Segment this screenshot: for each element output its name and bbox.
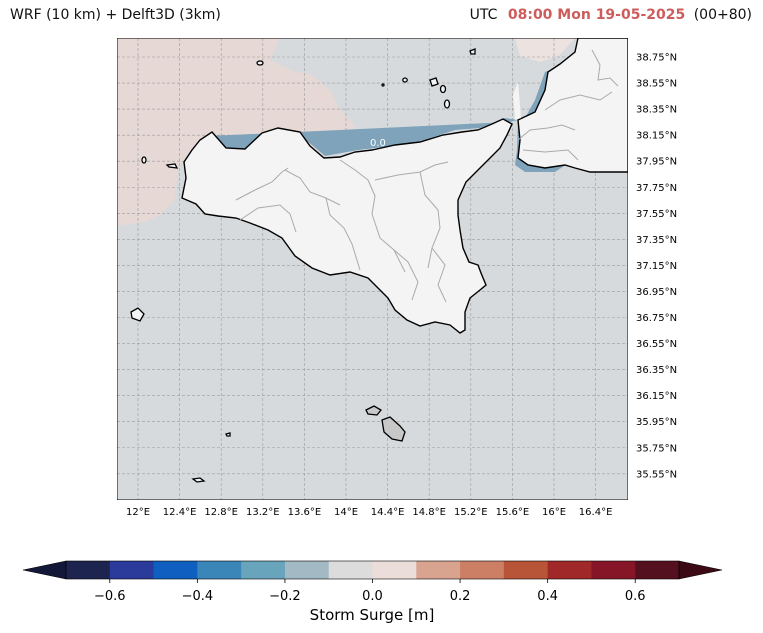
valid-time: 08:00 Mon 19-05-2025 xyxy=(507,7,686,23)
region-boundaries xyxy=(235,49,619,303)
colorbar-tick-labels: −0.6 −0.4 −0.2 0.0 0.2 0.4 0.6 xyxy=(94,589,646,604)
island-salina xyxy=(429,77,439,87)
lon-tick-label: 14.4°E xyxy=(371,507,405,518)
lon-tick-label: 16°E xyxy=(542,507,566,518)
colorbar-segments xyxy=(66,561,680,579)
colorbar-segment xyxy=(109,561,155,579)
lat-tick-label: 37.15°N xyxy=(636,261,677,272)
colorbar: −0.6 −0.4 −0.2 0.0 0.2 0.4 0.6 Storm Surge [m] xyxy=(22,560,723,624)
lat-tick-label: 36.35°N xyxy=(636,365,677,376)
colorbar-segment xyxy=(591,561,636,579)
lat-tick-label: 38.75°N xyxy=(636,53,677,64)
positive-surge-area xyxy=(117,38,355,226)
lon-tick-labels: 12°E 12.4°E 12.8°E 13.2°E 13.6°E 14°E 14.4°E 14… xyxy=(126,507,612,518)
island-pantelleria xyxy=(130,307,145,322)
lat-tick-label: 37.35°N xyxy=(636,235,677,246)
island-malta xyxy=(381,416,406,442)
colorbar-segment xyxy=(635,561,680,579)
map-panel: 0.0 xyxy=(117,38,628,500)
colorbar-segment xyxy=(503,561,549,579)
island-lipari xyxy=(439,84,447,94)
colorbar-label: Storm Surge [m] xyxy=(310,606,435,624)
island-stromboli xyxy=(469,48,476,55)
lon-tick-label: 12.4°E xyxy=(163,507,197,518)
lat-tick-label: 36.15°N xyxy=(636,391,677,402)
colorbar-segment xyxy=(153,561,198,579)
colorbar-tick-label: −0.2 xyxy=(269,589,301,604)
lat-tick-label: 38.15°N xyxy=(636,131,677,142)
island-lampedusa xyxy=(191,477,206,483)
island-linosa xyxy=(225,432,231,437)
island-favignana xyxy=(165,163,179,169)
island-vulcano xyxy=(443,99,451,109)
colorbar-segment xyxy=(372,561,417,579)
colorbar-segment xyxy=(460,561,505,579)
island-alicudi xyxy=(402,77,408,83)
lat-tick-label: 37.75°N xyxy=(636,183,677,194)
lon-tick-label: 13.2°E xyxy=(246,507,280,518)
lat-tick-label: 38.55°N xyxy=(636,79,677,90)
colorbar-tick-label: −0.6 xyxy=(94,589,126,604)
sicily-land xyxy=(181,118,513,334)
island-filicudi xyxy=(381,83,385,87)
lon-tick-label: 13.6°E xyxy=(288,507,322,518)
lat-tick-label: 35.55°N xyxy=(636,469,677,480)
colorbar-segment xyxy=(547,561,592,579)
colorbar-ticks xyxy=(109,579,636,583)
colorbar-under-arrow xyxy=(22,560,67,580)
lat-tick-label: 36.55°N xyxy=(636,339,677,350)
colorbar-tick-label: 0.2 xyxy=(450,589,471,604)
positive-surge-area-ne xyxy=(515,38,575,62)
colorbar-tick-label: 0.0 xyxy=(362,589,383,604)
island-marettimo xyxy=(141,156,147,164)
colorbar-segment xyxy=(328,561,373,579)
lat-tick-label: 35.95°N xyxy=(636,417,677,428)
lon-tick-label: 16.4°E xyxy=(579,507,613,518)
colorbar-tick-label: −0.4 xyxy=(182,589,214,604)
colorbar-segment xyxy=(241,561,286,579)
utc-label: UTC xyxy=(469,7,498,23)
forecast-lead: (00+80) xyxy=(693,7,752,23)
colorbar-segment xyxy=(284,561,330,579)
colorbar-tick-label: 0.6 xyxy=(625,589,646,604)
colorbar-segment xyxy=(197,561,242,579)
lat-tick-label: 36.95°N xyxy=(636,287,677,298)
colorbar-segment xyxy=(416,561,461,579)
map-title: WRF (10 km) + Delft3D (3km) xyxy=(10,7,221,23)
lon-tick-label: 15.2°E xyxy=(454,507,488,518)
lat-tick-label: 36.75°N xyxy=(636,313,677,324)
valid-time-header: UTC 08:00 Mon 19-05-2025 (00+80) xyxy=(470,7,752,23)
colorbar-tick-label: 0.4 xyxy=(537,589,558,604)
lon-tick-label: 15.6°E xyxy=(496,507,530,518)
lon-tick-label: 12°E xyxy=(126,507,150,518)
lat-tick-label: 35.75°N xyxy=(636,443,677,454)
lon-tick-label: 14.8°E xyxy=(412,507,446,518)
lat-tick-labels: 38.75°N 38.55°N 38.35°N 38.15°N 37.95°N 37.75… xyxy=(636,53,677,481)
lon-tick-label: 14°E xyxy=(334,507,358,518)
colorbar-segment xyxy=(66,561,111,579)
island-ustica xyxy=(256,60,264,66)
lat-tick-label: 38.35°N xyxy=(636,105,677,116)
contour-label: 0.0 xyxy=(370,138,386,149)
island-gozo xyxy=(365,405,382,416)
lat-tick-label: 37.95°N xyxy=(636,157,677,168)
colorbar-over-arrow xyxy=(678,560,723,580)
calabria-land xyxy=(517,38,628,173)
lon-tick-label: 12.8°E xyxy=(204,507,238,518)
calabria-tip xyxy=(513,82,521,120)
small-islands xyxy=(130,48,476,483)
lat-tick-label: 37.55°N xyxy=(636,209,677,220)
